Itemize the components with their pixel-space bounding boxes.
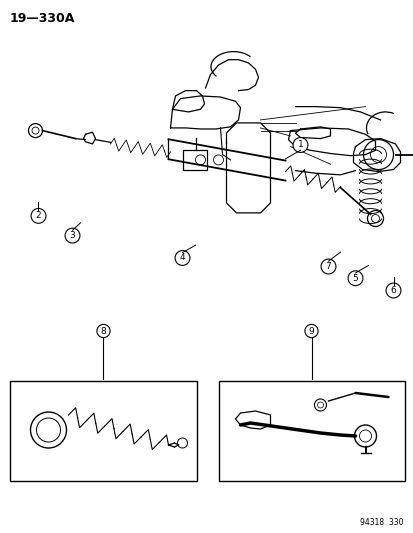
Bar (218, 381, 404, 481)
Text: 3: 3 (69, 231, 75, 240)
Circle shape (304, 325, 317, 337)
Text: 2: 2 (36, 212, 41, 220)
Bar (10, 381, 196, 481)
Text: 6: 6 (390, 286, 395, 295)
Text: 19—330A: 19—330A (9, 12, 75, 25)
Text: 7: 7 (325, 262, 330, 271)
Circle shape (97, 325, 110, 337)
Circle shape (31, 208, 46, 223)
Bar (183, 150, 207, 170)
Text: 5: 5 (352, 274, 358, 282)
Text: 8: 8 (100, 327, 106, 335)
Circle shape (385, 283, 400, 298)
Text: 4: 4 (179, 254, 185, 262)
Circle shape (292, 138, 307, 152)
Circle shape (347, 271, 362, 286)
Text: 94318  330: 94318 330 (359, 518, 402, 527)
Text: 9: 9 (308, 327, 313, 335)
Circle shape (65, 228, 80, 243)
Circle shape (175, 251, 190, 265)
Text: 1: 1 (297, 141, 303, 149)
Circle shape (320, 259, 335, 274)
